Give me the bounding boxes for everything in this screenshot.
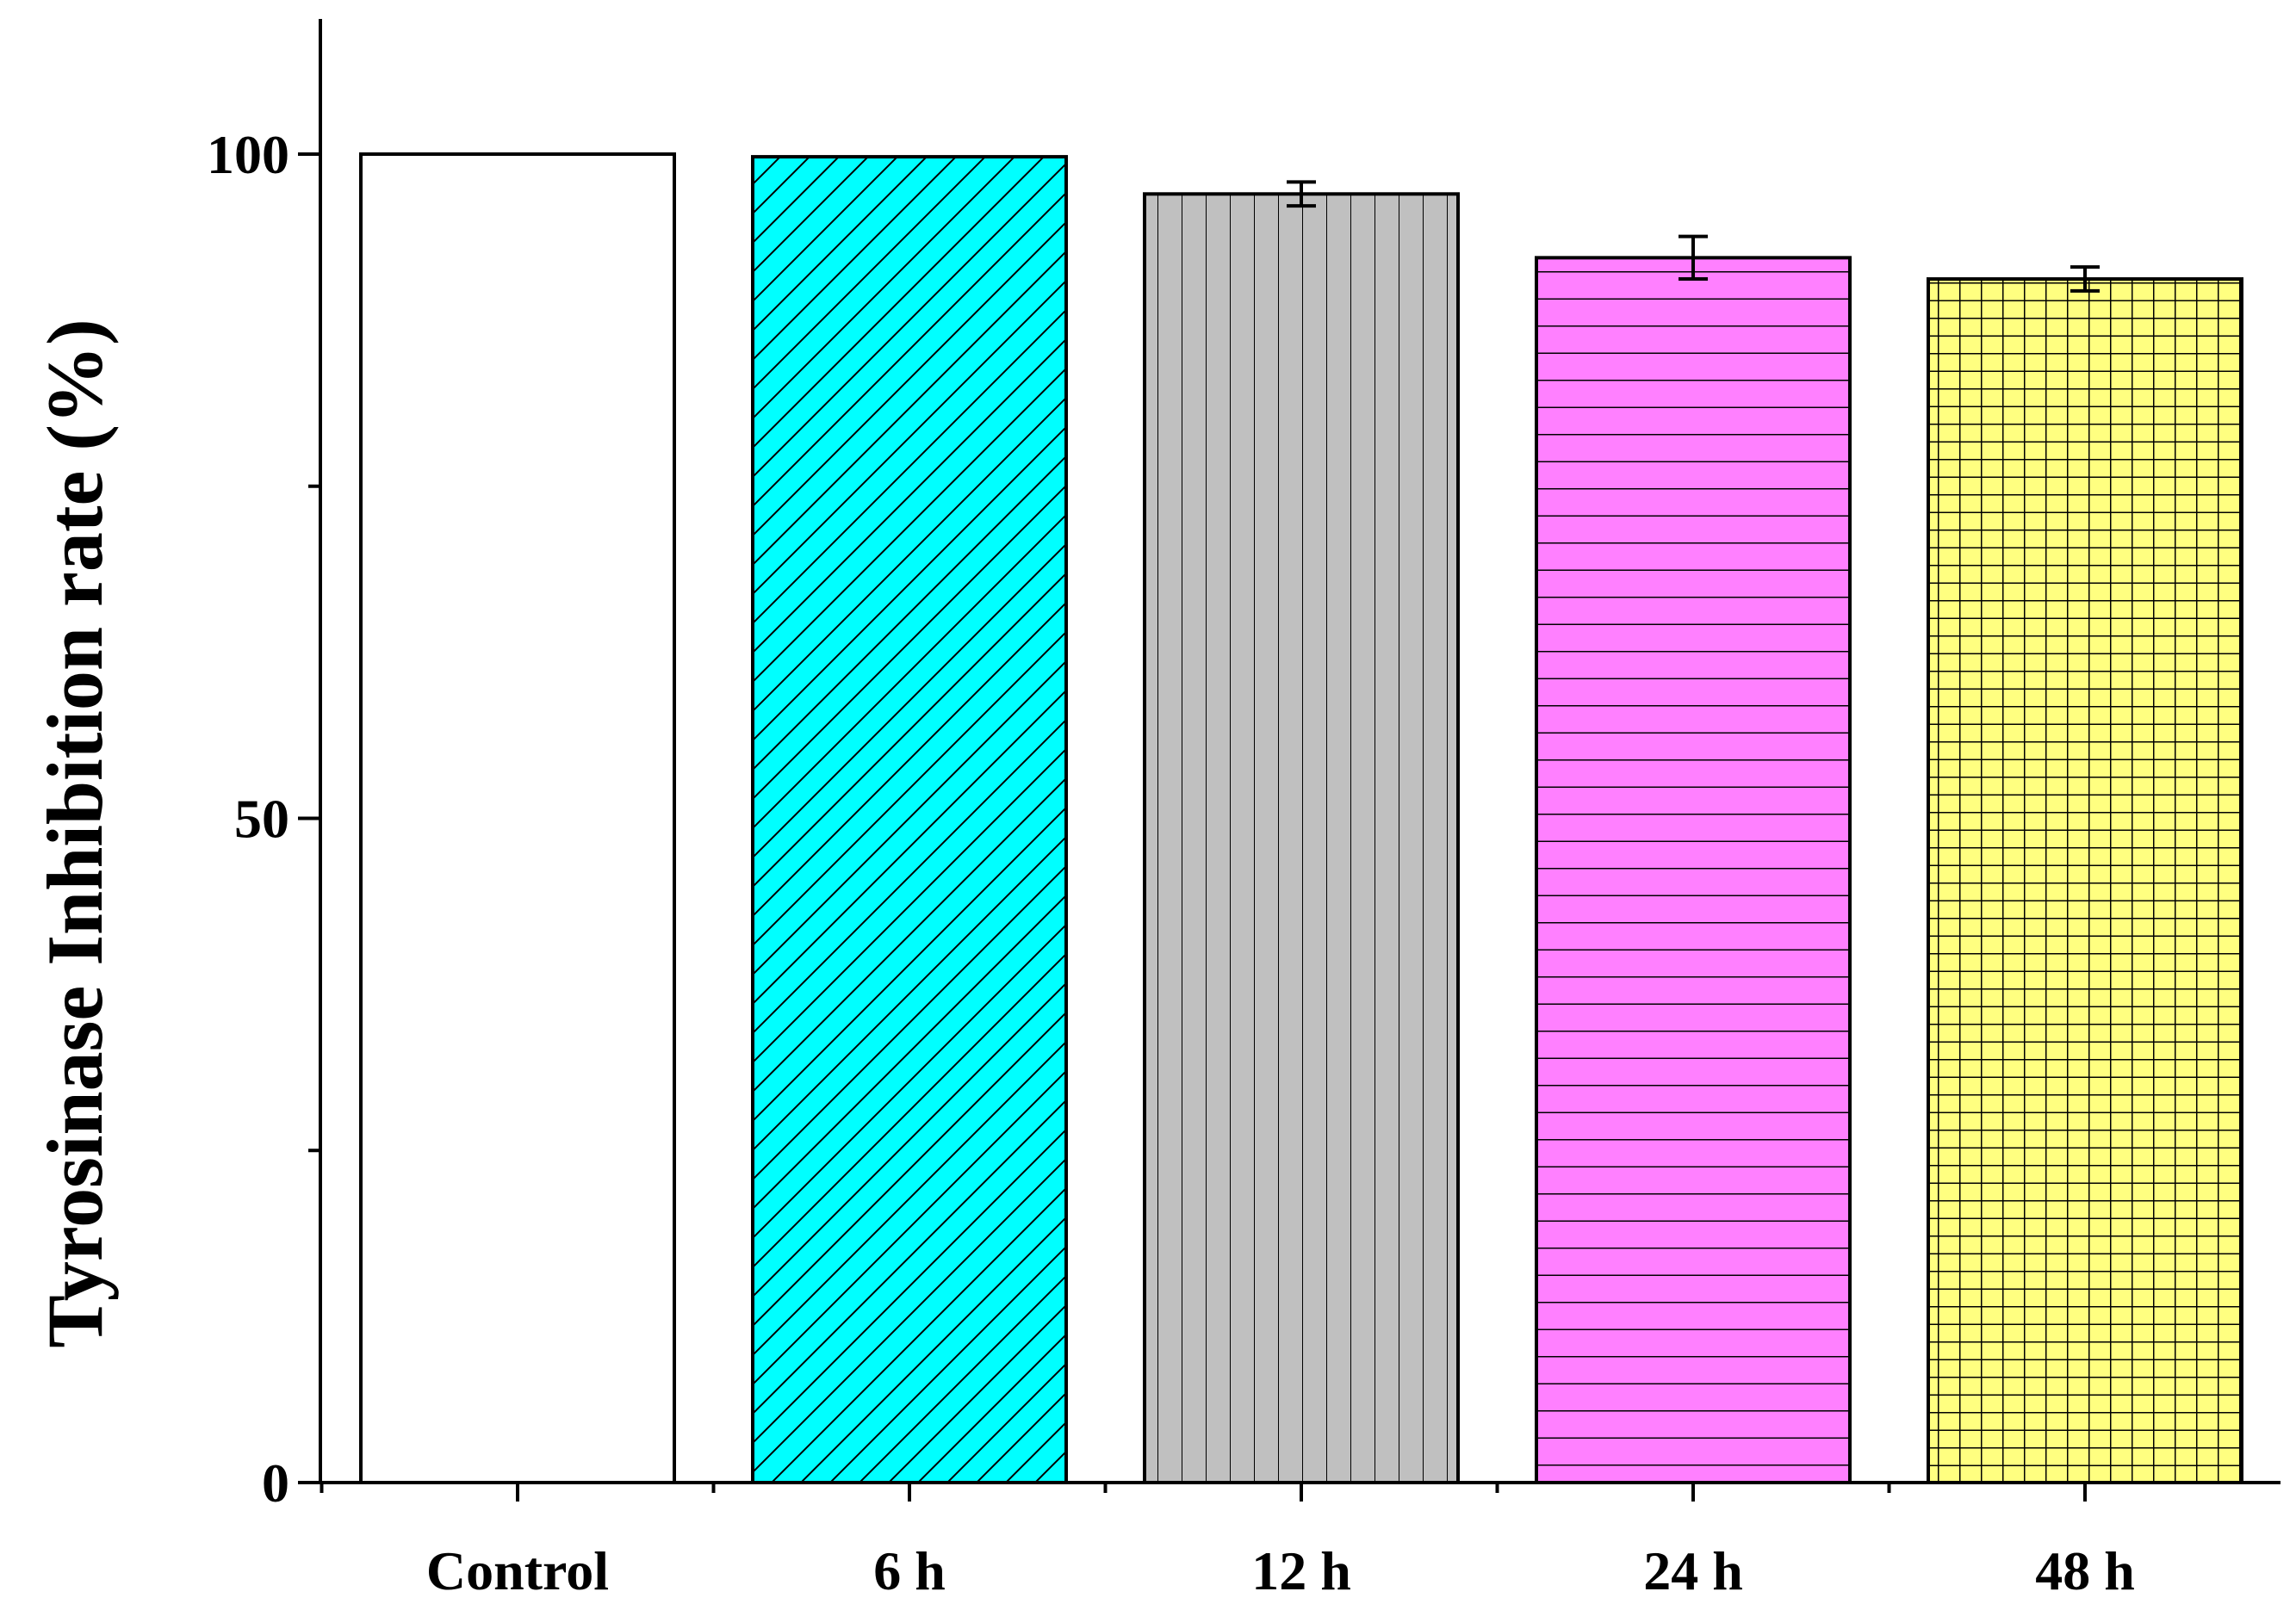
x-tick-label-48-h: 48 h (2035, 1540, 2135, 1601)
bar-pattern-6-h (753, 157, 1066, 1483)
bar-pattern-24-h (1536, 257, 1850, 1483)
y-tick-label-100: 100 (207, 124, 289, 185)
error-bar-24-h (1679, 234, 1708, 282)
bars (359, 152, 2243, 1484)
bar-pattern-12-h (1145, 194, 1458, 1483)
y-axis-title: Tyrosinase Inhibition rate (%) (31, 319, 119, 1347)
error-bar-12-h (1287, 180, 1316, 208)
error-bar-48-h (2070, 265, 2100, 293)
bar-control (361, 154, 674, 1483)
x-tick-label-12-h: 12 h (1251, 1540, 1351, 1601)
x-axis-ticks: Control 6 h 12 h 24 h 48 h (320, 1483, 2135, 1601)
error-bars (1287, 180, 2100, 293)
x-tick-label-24-h: 24 h (1643, 1540, 1743, 1601)
y-tick-label-50: 50 (234, 789, 289, 850)
y-tick-label-0: 0 (262, 1452, 289, 1514)
bar-pattern-48-h (1928, 279, 2242, 1483)
x-tick-label-control: Control (426, 1540, 609, 1601)
x-tick-label-6-h: 6 h (873, 1540, 946, 1601)
y-axis-ticks: 0 50 100 (207, 124, 320, 1514)
